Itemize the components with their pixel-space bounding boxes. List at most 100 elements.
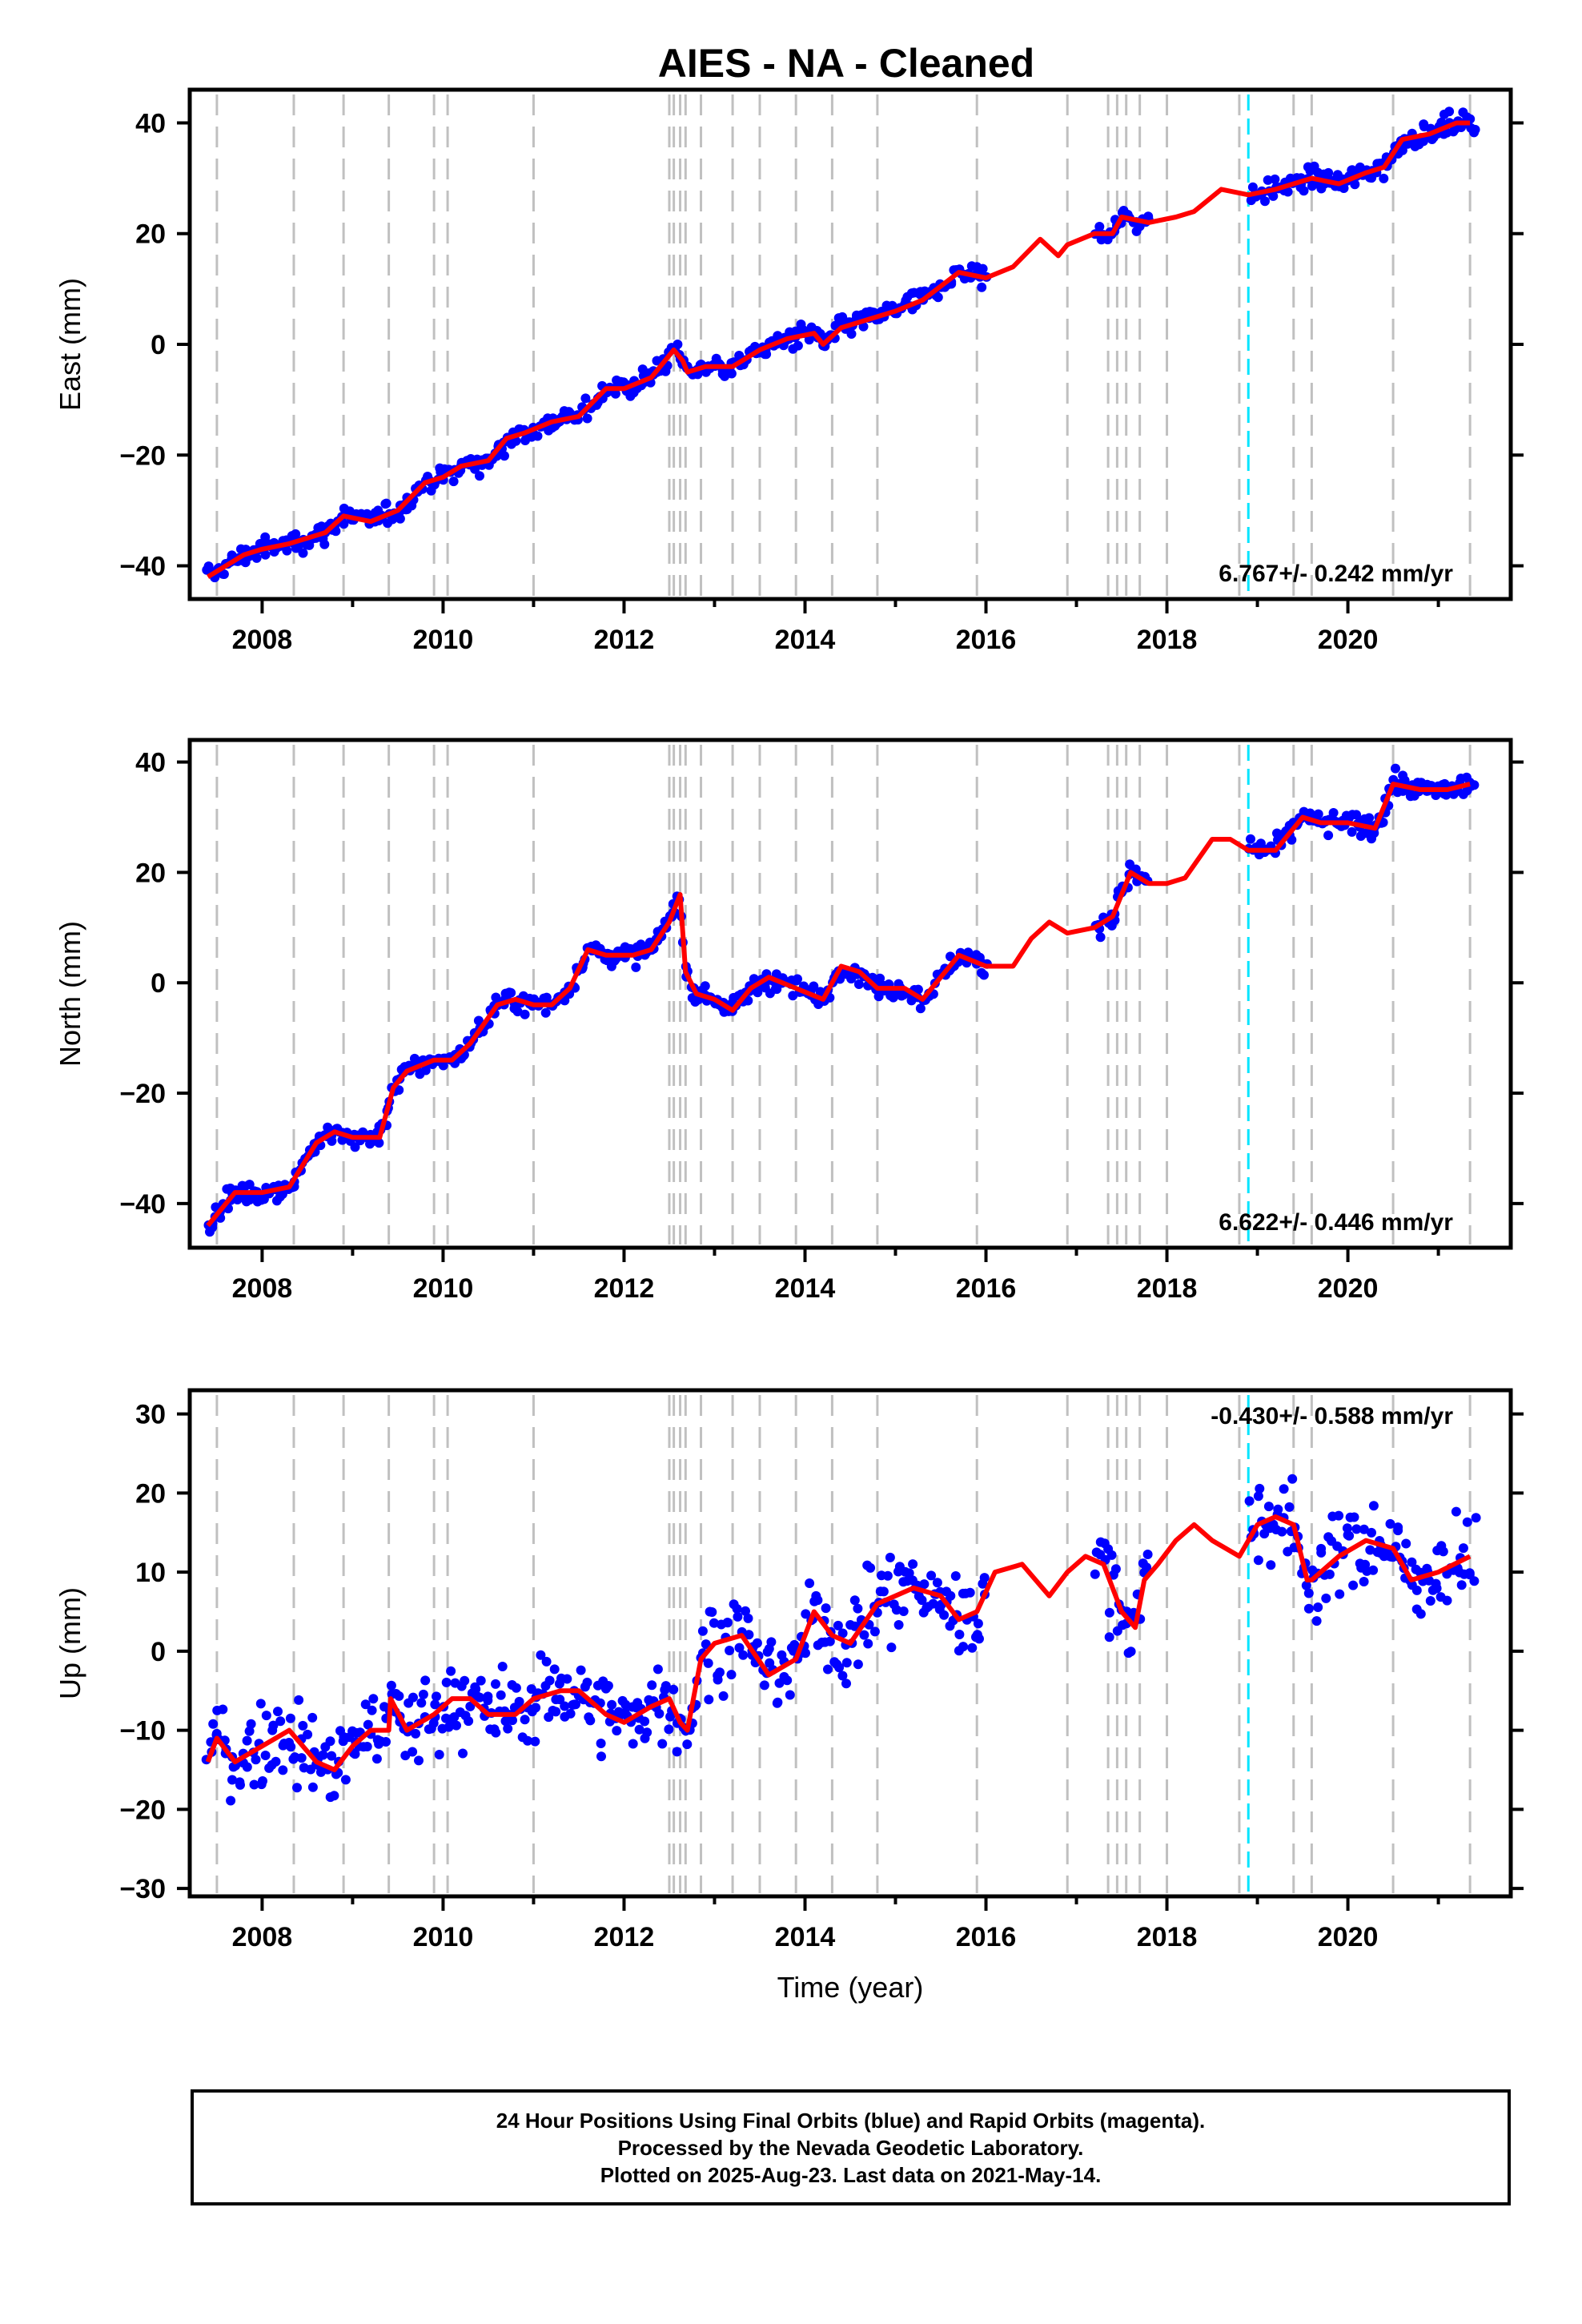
data-point	[555, 1695, 565, 1705]
rate-label: -0.430+/- 0.588 mm/yr	[1211, 1403, 1453, 1429]
x-tick-label: 2014	[775, 625, 836, 655]
data-point	[434, 1750, 444, 1759]
data-point	[408, 1747, 418, 1757]
event-lines	[215, 1395, 1472, 1893]
data-point	[249, 1779, 259, 1790]
data-point	[464, 1716, 474, 1727]
y-axis-label: North (mm)	[54, 921, 86, 1067]
data-point	[448, 476, 459, 487]
data-point	[1104, 1632, 1114, 1642]
data-point	[664, 1724, 674, 1735]
data-point	[307, 1712, 318, 1723]
data-point	[441, 1677, 452, 1687]
data-point	[1349, 1512, 1359, 1522]
x-tick-label: 2018	[1137, 625, 1198, 655]
data-point	[380, 499, 391, 509]
data-point	[1324, 1569, 1335, 1579]
data-point	[718, 1691, 729, 1701]
y-tick-label: 30	[135, 1400, 166, 1430]
data-point	[350, 1142, 360, 1152]
data-point	[298, 548, 308, 558]
data-point	[1106, 1550, 1117, 1560]
data-point	[1431, 1583, 1442, 1594]
data-point	[813, 1595, 823, 1606]
data-point	[893, 1620, 904, 1630]
x-tick-label: 2012	[594, 625, 655, 655]
data-point	[1462, 1517, 1472, 1527]
data-point	[1379, 173, 1389, 183]
data-point	[849, 1595, 860, 1606]
data-point	[759, 1680, 769, 1691]
data-point	[1244, 1496, 1255, 1506]
data-point	[1391, 763, 1400, 774]
data-point	[1431, 790, 1441, 800]
data-point	[565, 1708, 576, 1719]
data-point	[853, 1603, 863, 1614]
data-point	[1313, 1602, 1323, 1612]
data-point	[500, 451, 509, 461]
data-point	[1350, 179, 1360, 190]
y-tick-label: 40	[135, 748, 166, 778]
data-point	[244, 1726, 255, 1736]
data-point	[491, 1679, 500, 1689]
data-point	[898, 1606, 909, 1616]
data-point	[1283, 187, 1293, 197]
data-point	[726, 1670, 737, 1680]
data-point	[562, 1674, 572, 1684]
y-tick-label: −20	[119, 440, 166, 471]
data-point	[733, 1611, 743, 1622]
data-point	[932, 1578, 942, 1588]
data-point	[307, 1782, 318, 1792]
data-point	[255, 1699, 266, 1709]
data-point	[246, 1719, 256, 1729]
data-point	[1401, 1538, 1411, 1549]
data-point	[506, 987, 516, 998]
panel-north: 40 20 0 −20 −40 2008 2010 2012 2014 2016 2018 2020 N…	[54, 738, 1524, 1304]
data-point	[458, 1748, 468, 1759]
y-tick-label: 10	[135, 1558, 166, 1588]
y-tick-label: −20	[119, 1079, 166, 1109]
data-point	[1469, 780, 1480, 790]
data-point	[809, 981, 819, 991]
data-point	[950, 1571, 961, 1581]
data-point	[773, 1697, 783, 1707]
data-point	[782, 1675, 793, 1686]
data-point	[473, 1015, 484, 1026]
data-point	[1316, 1547, 1327, 1558]
data-point	[508, 1715, 517, 1726]
data-point	[978, 263, 988, 274]
data-point	[682, 1739, 693, 1750]
data-point	[244, 1180, 255, 1190]
data-point	[551, 1707, 561, 1717]
data-point	[979, 1573, 990, 1583]
footer-box: 24 Hour Positions Using Final Orbits (bl…	[191, 2089, 1511, 2205]
data-point	[709, 1618, 719, 1628]
data-point	[958, 1642, 969, 1652]
data-point	[258, 1776, 267, 1786]
data-point	[919, 1579, 930, 1590]
data-point	[571, 1699, 580, 1710]
data-point	[1094, 222, 1105, 231]
data-point	[329, 1791, 339, 1801]
y-tick-label: 40	[135, 108, 166, 139]
data-point	[242, 1735, 252, 1746]
data-point	[319, 539, 330, 549]
data-point	[722, 1618, 733, 1627]
data-point	[400, 1751, 411, 1761]
data-point	[1110, 1564, 1121, 1574]
data-point	[1367, 1527, 1376, 1538]
data-point	[503, 1723, 513, 1734]
data-point	[294, 1695, 304, 1705]
data-point	[1368, 1565, 1379, 1575]
data-point	[582, 413, 592, 424]
data-point	[734, 1642, 745, 1653]
data-point	[715, 1667, 725, 1678]
data-point	[939, 1610, 950, 1620]
data-point	[741, 1606, 750, 1616]
data-point	[734, 351, 745, 360]
data-point	[657, 1739, 668, 1749]
data-point	[452, 1720, 461, 1731]
data-point	[1441, 790, 1452, 800]
x-tick-label: 2016	[956, 1922, 1017, 1952]
